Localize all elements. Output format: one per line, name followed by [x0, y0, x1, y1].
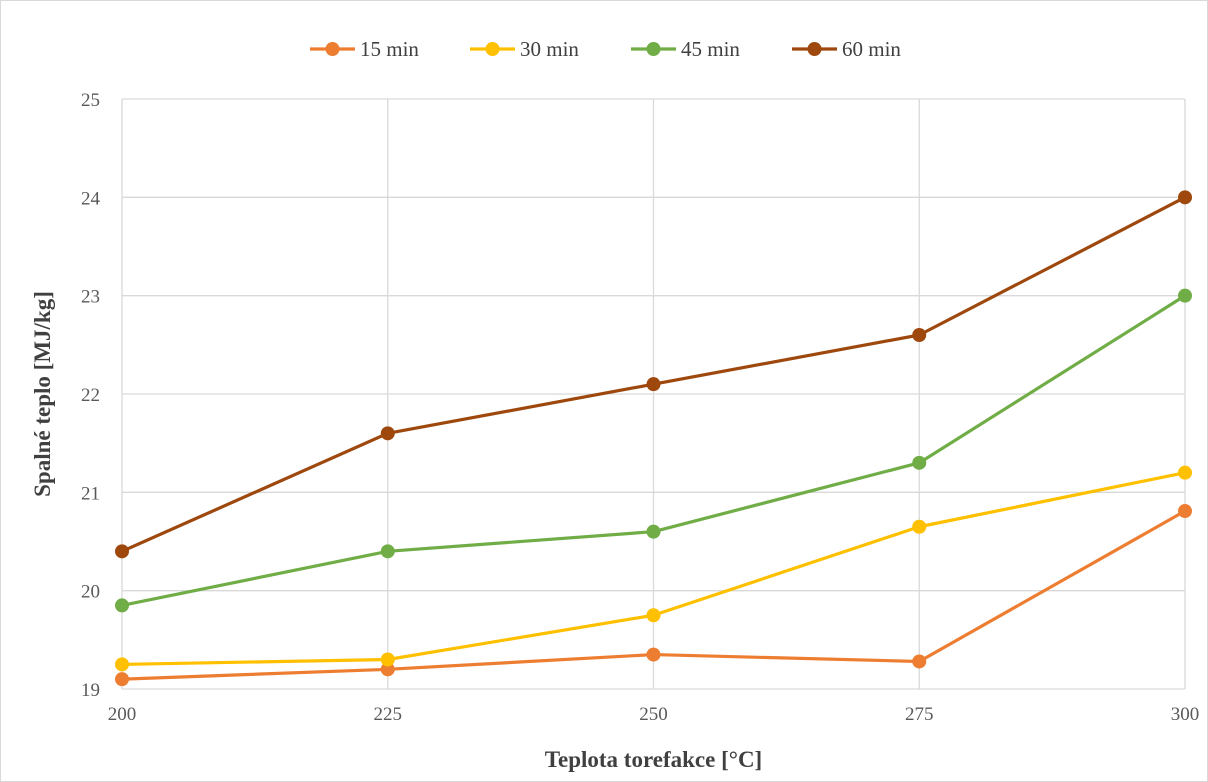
- y-tick-label: 23: [81, 287, 100, 308]
- x-tick-label: 200: [108, 704, 137, 725]
- legend-marker: [485, 42, 500, 56]
- data-point: [646, 647, 661, 662]
- y-tick-label: 21: [81, 483, 100, 504]
- x-axis-title: Teplota torefakce [°C]: [545, 747, 762, 772]
- legend-label: 15 min: [360, 37, 419, 61]
- tick-labels: 19 20 21 22 23 24 25 200 225 250 275 300: [81, 90, 1199, 725]
- series-2: [115, 288, 1192, 613]
- y-tick-label: 19: [81, 680, 100, 701]
- data-point: [380, 544, 395, 559]
- data-point: [912, 455, 927, 470]
- y-tick-label: 22: [81, 385, 100, 406]
- data-point: [115, 544, 129, 559]
- y-tick-label: 24: [81, 188, 101, 209]
- legend-marker: [325, 42, 340, 56]
- data-point: [912, 654, 927, 669]
- data-point: [646, 524, 661, 539]
- y-axis-title: Spalné teplo [MJ/kg]: [30, 291, 55, 497]
- legend-marker: [807, 42, 822, 56]
- legend-marker: [646, 42, 661, 56]
- data-point: [380, 426, 395, 441]
- data-point: [380, 652, 395, 667]
- y-tick-label: 20: [81, 582, 100, 603]
- x-tick-label: 300: [1171, 704, 1200, 725]
- data-point: [115, 657, 129, 672]
- series-1: [115, 465, 1192, 672]
- data-point: [1178, 465, 1192, 480]
- legend-label: 30 min: [520, 37, 579, 61]
- data-point: [912, 328, 927, 342]
- x-tick-label: 250: [639, 704, 668, 725]
- legend-item: 45 min: [631, 37, 740, 61]
- legend-item: 60 min: [792, 37, 901, 61]
- legend-label: 45 min: [681, 37, 740, 61]
- series-0: [115, 504, 1192, 687]
- data-point: [380, 662, 395, 677]
- data-point: [912, 519, 927, 534]
- legend-item: 15 min: [310, 37, 419, 61]
- legend-label: 60 min: [842, 37, 901, 61]
- y-tick-label: 25: [81, 90, 100, 111]
- data-point: [646, 377, 661, 392]
- data-point: [646, 608, 661, 623]
- data-point: [115, 598, 129, 613]
- data-point: [1178, 288, 1192, 303]
- x-tick-label: 225: [374, 704, 403, 725]
- data-point: [115, 672, 129, 687]
- data-point: [1178, 190, 1192, 205]
- legend-item: 30 min: [470, 37, 579, 61]
- series-layer: [115, 190, 1192, 687]
- data-point: [1178, 504, 1192, 519]
- legend: 15 min 30 min 45 min 60 min: [310, 37, 901, 61]
- series-3: [115, 190, 1192, 559]
- x-tick-label: 275: [905, 704, 934, 725]
